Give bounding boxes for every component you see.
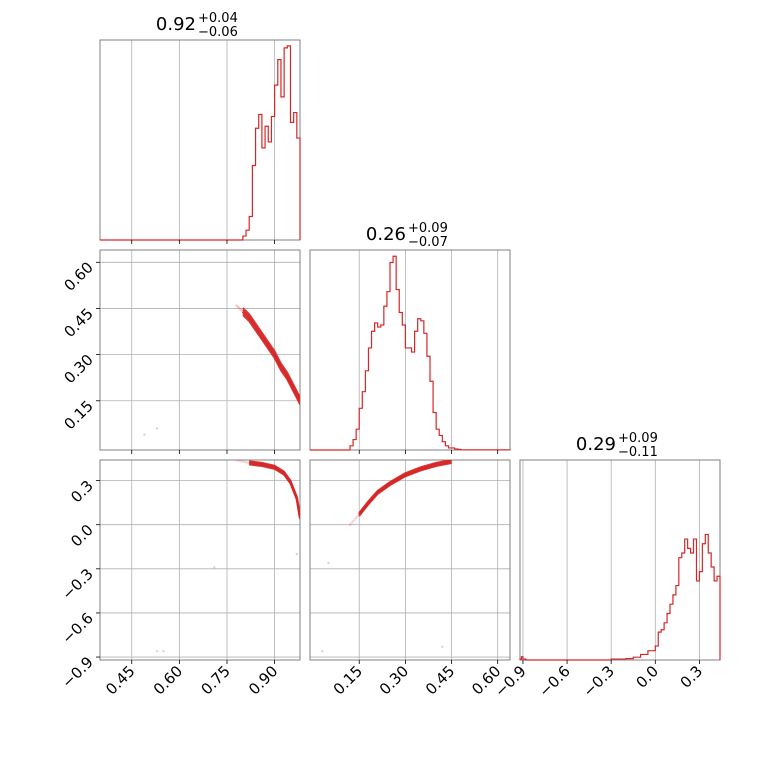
sample-point <box>240 309 244 312</box>
sample-point <box>239 460 243 463</box>
x-tick-label: 0.60 <box>150 662 186 698</box>
sample-point <box>239 308 243 311</box>
param-title-upper: +0.09 <box>618 431 658 446</box>
panel-frame <box>99 39 301 241</box>
outlier-point <box>295 552 299 556</box>
sample-point <box>350 521 353 525</box>
sample-point <box>351 519 355 523</box>
panel-frame <box>99 249 301 451</box>
sample-point <box>238 307 241 310</box>
panel-frame <box>309 249 511 451</box>
x-tick-label: 0.3 <box>677 662 707 692</box>
param-title-value: 0.29 <box>576 434 616 455</box>
panel-frame <box>309 459 511 661</box>
panel-0-0 <box>99 39 301 241</box>
param-title-lower: −0.07 <box>408 235 448 250</box>
density-contour <box>241 310 300 402</box>
density-contour <box>249 460 300 516</box>
sample-point <box>348 523 352 527</box>
panel-2-0 <box>99 459 301 661</box>
density-contour <box>242 314 300 405</box>
panel-content <box>155 460 300 653</box>
sample-point <box>237 460 240 462</box>
outlier-point <box>155 427 159 430</box>
density-contour <box>242 309 300 400</box>
outlier-point <box>441 645 444 648</box>
sample-point <box>236 305 239 308</box>
density-contour <box>358 460 452 514</box>
param-title-value: 0.92 <box>156 14 196 35</box>
panel-1-1 <box>309 249 511 451</box>
sample-point <box>353 518 356 521</box>
param-title-lower: −0.06 <box>198 25 238 40</box>
y-tick-label: −0.9 <box>58 653 96 691</box>
density-contour <box>242 307 300 398</box>
panel-frame <box>99 459 301 661</box>
y-tick-label: 0.0 <box>67 521 97 551</box>
x-tick-label: 0.45 <box>422 662 458 698</box>
x-tick-label: 0.75 <box>197 662 233 698</box>
panel-content <box>143 304 300 436</box>
y-tick-label: 0.45 <box>60 305 96 341</box>
param-title-value: 0.26 <box>366 224 406 245</box>
sample-point <box>243 460 247 464</box>
panel-content <box>321 460 452 653</box>
panel-1-0 <box>99 249 301 451</box>
sample-point <box>241 460 245 463</box>
param-title-upper: +0.04 <box>198 11 238 26</box>
outlier-point <box>155 649 159 653</box>
y-tick-label: 0.60 <box>60 258 96 294</box>
sample-point <box>245 461 249 464</box>
x-tick-label: 0.45 <box>102 662 138 698</box>
outlier-point <box>321 649 324 653</box>
sample-point <box>237 306 240 309</box>
outlier-point <box>143 433 146 436</box>
y-tick-label: 0.3 <box>67 477 97 507</box>
x-tick-label: −0.6 <box>535 662 573 700</box>
sample-point <box>235 460 238 462</box>
sample-point <box>235 304 238 307</box>
outlier-point <box>327 561 330 565</box>
x-tick-label: 0.90 <box>245 662 281 698</box>
param-title-lower: −0.11 <box>618 445 658 460</box>
y-tick-label: 0.30 <box>60 351 96 387</box>
x-tick-label: −0.3 <box>580 662 618 700</box>
x-tick-label: 0.0 <box>633 662 663 692</box>
y-tick-label: −0.3 <box>58 565 96 603</box>
panel-frame <box>519 459 721 661</box>
panel-2-2 <box>519 459 721 661</box>
param-title-upper: +0.09 <box>408 221 448 236</box>
y-tick-label: −0.6 <box>58 609 96 647</box>
outlier-point <box>213 566 216 569</box>
histogram-step-line <box>310 255 511 451</box>
sample-point <box>356 514 359 518</box>
panel-2-1 <box>309 459 511 661</box>
histogram-step-line <box>100 45 301 241</box>
x-tick-label: 0.30 <box>376 662 412 698</box>
histogram-step-line <box>519 533 721 661</box>
outlier-point <box>162 649 165 653</box>
sample-point <box>354 516 358 520</box>
x-tick-label: 0.15 <box>330 662 366 698</box>
y-tick-label: 0.15 <box>60 397 96 433</box>
